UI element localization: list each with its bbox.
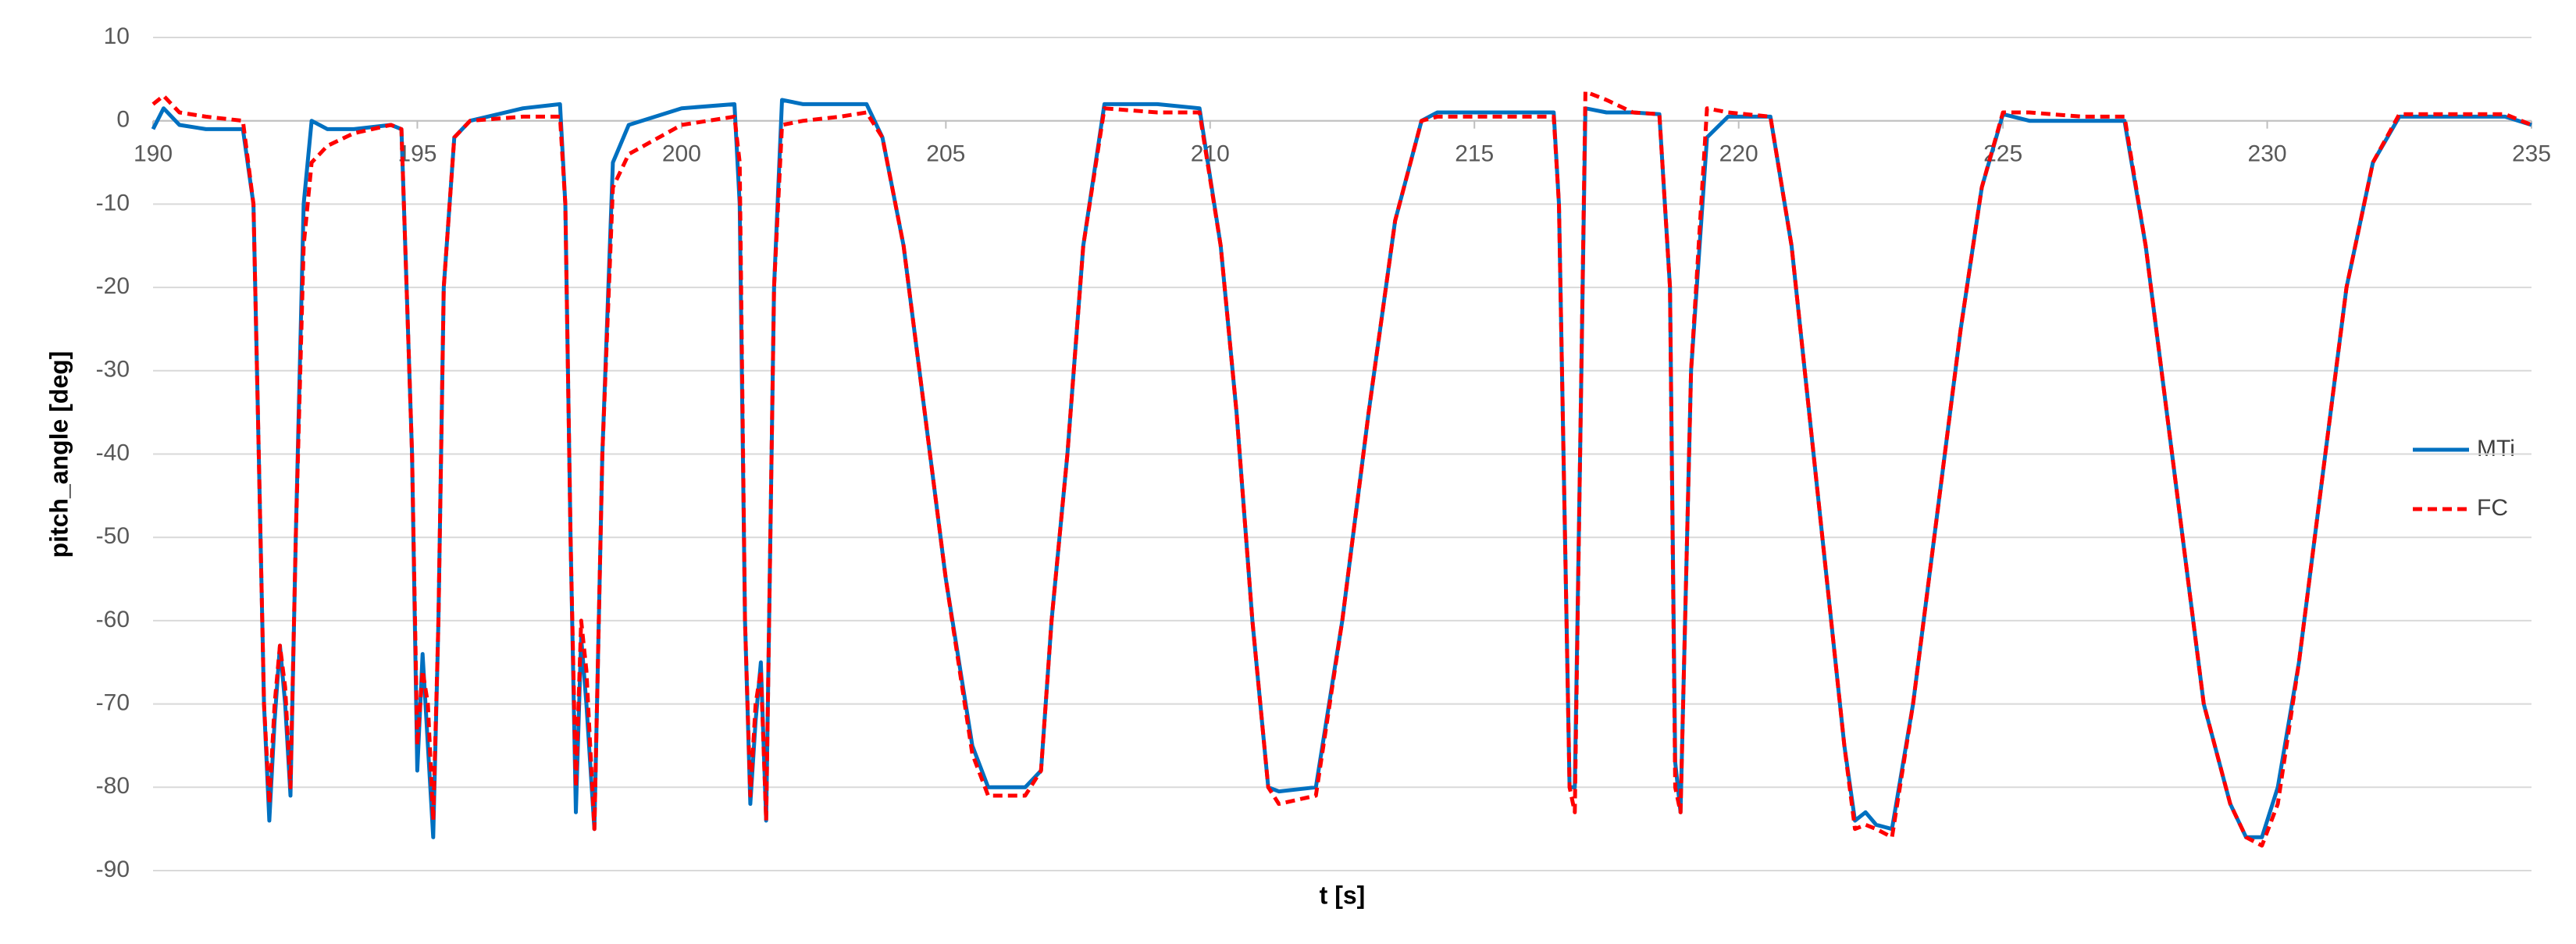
y-tick-label: -30 [96, 357, 130, 383]
y-tick-label: 0 [116, 107, 130, 133]
y-tick-label: -10 [96, 190, 130, 216]
x-tick-label: 235 [2512, 141, 2551, 167]
x-tick-label: 210 [1191, 141, 1230, 167]
series-line [151, 89, 2532, 848]
x-tick-label: 220 [1719, 141, 1758, 167]
legend-label: FC [2477, 495, 2508, 521]
y-axis-title: pitch_angle [deg] [45, 351, 73, 558]
x-tick-label: 215 [1455, 141, 1494, 167]
x-tick-label: 205 [926, 141, 965, 167]
y-tick-label: 10 [104, 23, 130, 49]
x-axis-title: t [s] [1320, 881, 1366, 909]
x-tick-label: 190 [134, 141, 173, 167]
y-tick-label: -70 [96, 690, 130, 716]
y-tick-label: -80 [96, 773, 130, 799]
y-tick-label: -40 [96, 440, 130, 465]
y-tick-label: -90 [96, 857, 130, 882]
legend-label: MTi [2477, 436, 2515, 461]
x-tick-label: 230 [2248, 141, 2287, 167]
x-tick-label: 200 [662, 141, 701, 167]
y-tick-label: -50 [96, 523, 130, 549]
y-tick-label: -60 [96, 607, 130, 632]
y-tick-label: -20 [96, 273, 130, 299]
legend: MTi FC [2413, 436, 2515, 521]
